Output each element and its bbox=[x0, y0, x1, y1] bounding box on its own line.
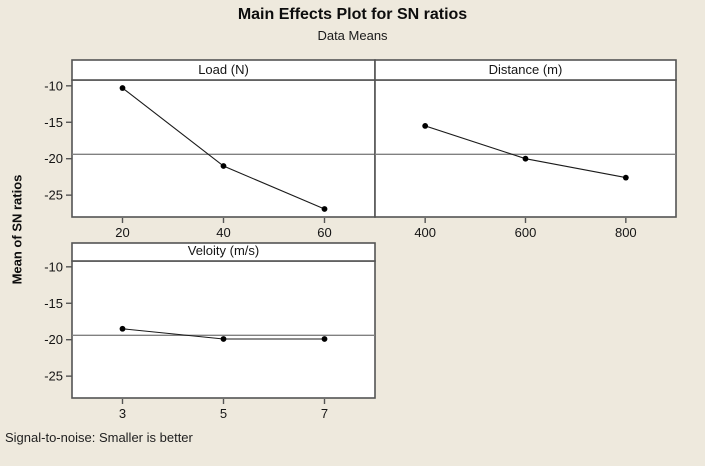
data-point-distance-m-400 bbox=[422, 123, 429, 129]
panel-header-label-veloity-m-s: Veloity (m/s) bbox=[188, 243, 260, 258]
y-tick-label-load-n--20: -20 bbox=[44, 151, 63, 166]
x-tick-label-veloity-m-s-7: 7 bbox=[321, 406, 328, 421]
y-tick-label-veloity-m-s--15: -15 bbox=[44, 296, 63, 311]
chart-subtitle: Data Means bbox=[317, 28, 388, 43]
data-point-veloity-m-s-3 bbox=[119, 325, 126, 332]
panel-header-distance-m bbox=[374, 59, 677, 81]
y-tick-label-load-n--10: -10 bbox=[44, 78, 63, 93]
x-tick-label-load-n-20: 20 bbox=[115, 225, 129, 240]
x-tick-label-veloity-m-s-5: 5 bbox=[220, 406, 227, 421]
panel-header-label-distance-m: Distance (m) bbox=[489, 62, 563, 77]
y-tick-label-load-n--25: -25 bbox=[44, 188, 63, 203]
chart-title: Main Effects Plot for SN ratios bbox=[237, 6, 468, 23]
x-tick-label-load-n-40: 40 bbox=[216, 225, 230, 240]
y-tick-label-veloity-m-s--20: -20 bbox=[44, 332, 63, 347]
x-tick-label-distance-m-800: 800 bbox=[615, 225, 637, 240]
panel-plot-area-distance-m bbox=[374, 79, 677, 218]
y-tick-label-load-n--15: -15 bbox=[44, 115, 63, 130]
x-tick-label-load-n-60: 60 bbox=[317, 225, 331, 240]
data-point-load-n-60 bbox=[321, 206, 328, 212]
x-tick-label-distance-m-600: 600 bbox=[515, 225, 537, 240]
data-point-load-n-40 bbox=[220, 163, 227, 169]
signal-to-noise-note: Signal-to-noise: Smaller is better bbox=[5, 430, 193, 445]
panel-plot-area-load-n bbox=[71, 79, 376, 218]
panel-plot-area-veloity-m-s bbox=[71, 260, 376, 399]
y-tick-label-veloity-m-s--25: -25 bbox=[44, 369, 63, 384]
x-tick-label-distance-m-400: 400 bbox=[414, 225, 436, 240]
panel-header-label-load-n: Load (N) bbox=[198, 62, 249, 77]
data-point-veloity-m-s-7 bbox=[321, 336, 328, 342]
data-point-distance-m-800 bbox=[622, 174, 629, 181]
panel-header-veloity-m-s bbox=[71, 242, 376, 262]
y-tick-label-veloity-m-s--10: -10 bbox=[44, 259, 63, 274]
data-point-distance-m-600 bbox=[522, 155, 529, 162]
data-point-veloity-m-s-5 bbox=[220, 336, 227, 342]
data-point-load-n-20 bbox=[119, 85, 126, 91]
x-tick-label-veloity-m-s-3: 3 bbox=[119, 406, 126, 421]
